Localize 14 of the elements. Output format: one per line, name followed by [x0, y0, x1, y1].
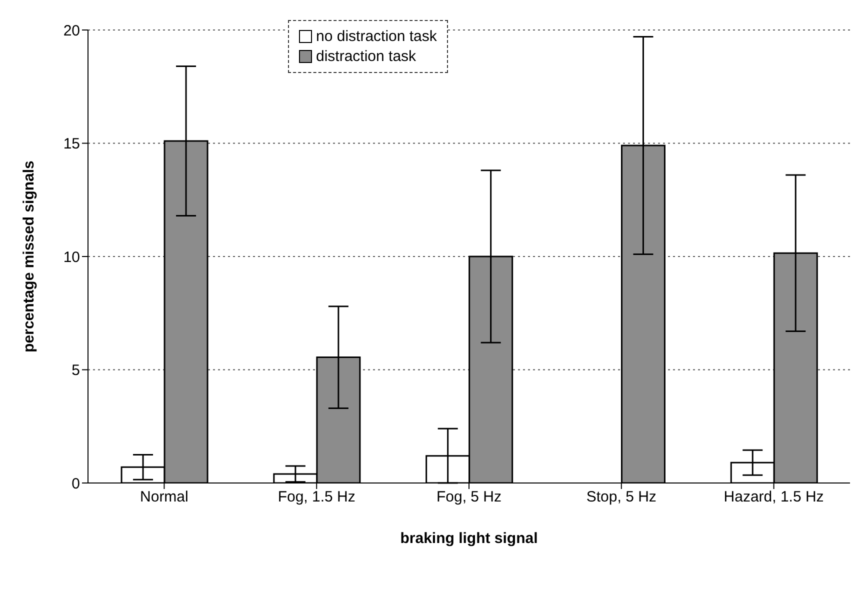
x-tick-label: Fog, 5 Hz — [436, 488, 502, 506]
x-axis-title: braking light signal — [400, 530, 538, 547]
x-tick-label: Hazard, 1.5 Hz — [724, 488, 824, 506]
y-tick-label: 0 — [72, 475, 80, 492]
y-tick-label: 10 — [63, 248, 80, 266]
y-axis-title: percentage missed signals — [20, 160, 38, 352]
y-tick-label: 5 — [72, 362, 80, 380]
y-tick-label: 15 — [63, 136, 80, 153]
x-tick-label: Normal — [140, 488, 188, 506]
x-tick-label: Fog, 1.5 Hz — [278, 488, 356, 506]
legend-label: no distraction task — [315, 28, 437, 45]
legend-label: distraction task — [315, 48, 418, 65]
x-tick-label: Stop, 5 Hz — [586, 488, 656, 506]
y-tick-label: 20 — [63, 22, 80, 40]
